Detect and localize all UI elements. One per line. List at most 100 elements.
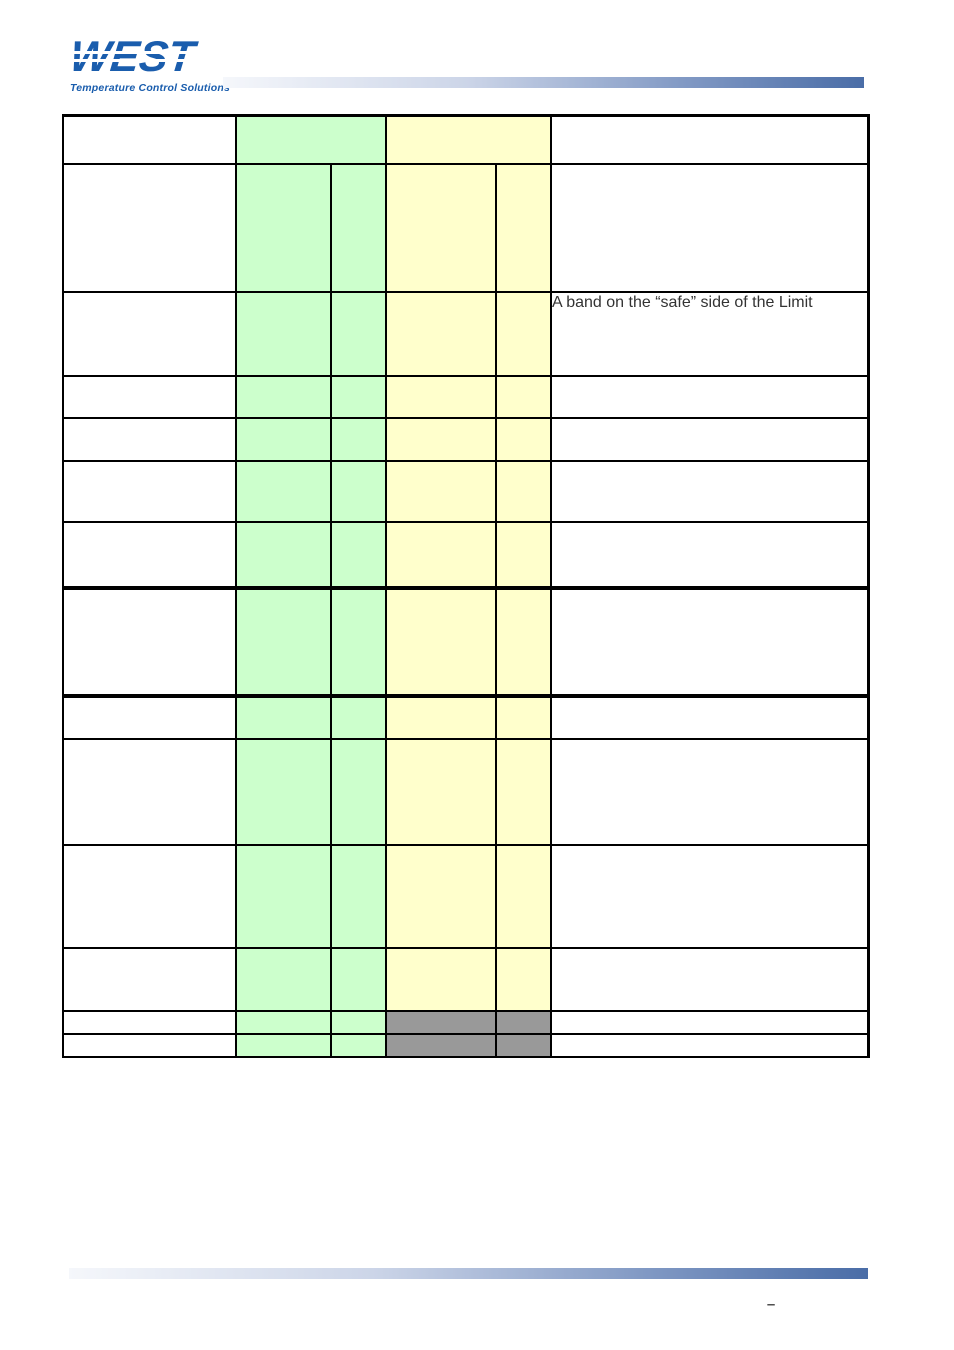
table-cell xyxy=(550,1009,869,1035)
table-cell xyxy=(550,416,869,462)
logo-tagline: Temperature Control Solutions xyxy=(70,82,231,94)
table-cell xyxy=(495,693,552,740)
table-cell xyxy=(385,520,497,589)
table-cell xyxy=(550,737,869,846)
table-cell xyxy=(235,459,332,523)
table-cell xyxy=(550,162,869,293)
table-row xyxy=(62,1032,869,1058)
table-cell xyxy=(235,416,332,462)
table-cell xyxy=(495,1009,552,1035)
table-cell xyxy=(62,416,237,462)
table-cell xyxy=(330,1009,387,1035)
table-cell xyxy=(495,1032,552,1058)
table-cell xyxy=(385,585,497,697)
table-row xyxy=(62,1009,869,1035)
table-cell xyxy=(62,737,237,846)
logo-stripe xyxy=(66,59,199,62)
table-cell xyxy=(62,585,237,697)
table-cell xyxy=(385,1032,497,1058)
table-cell xyxy=(385,416,497,462)
table-cell xyxy=(330,416,387,462)
table-cell xyxy=(495,585,552,697)
table-cell xyxy=(62,162,237,293)
table-cell xyxy=(330,585,387,697)
table-cell xyxy=(62,946,237,1012)
table-cell xyxy=(235,946,332,1012)
table-row xyxy=(62,737,869,846)
table-row xyxy=(62,520,869,589)
table-row xyxy=(62,693,869,740)
table-cell xyxy=(235,1032,332,1058)
table-cell xyxy=(62,520,237,589)
table-body: A band on the “safe” side of the Limit xyxy=(62,114,869,1058)
table-cell xyxy=(495,290,552,377)
table-cell xyxy=(550,459,869,523)
header-rule-bar xyxy=(223,77,864,88)
table-cell xyxy=(550,585,869,697)
table-cell xyxy=(385,946,497,1012)
table-row xyxy=(62,459,869,523)
table-cell xyxy=(330,520,387,589)
table-cell xyxy=(495,416,552,462)
table-cell xyxy=(550,693,869,740)
table-cell xyxy=(495,520,552,589)
table-cell xyxy=(495,737,552,846)
table-cell xyxy=(235,374,332,419)
table-cell xyxy=(62,1009,237,1035)
table-cell xyxy=(385,1009,497,1035)
table-cell xyxy=(235,693,332,740)
table-cell xyxy=(550,946,869,1012)
table-row xyxy=(62,946,869,1012)
table-cell xyxy=(330,1032,387,1058)
table-cell xyxy=(235,520,332,589)
table-cell xyxy=(235,737,332,846)
table-cell xyxy=(62,114,237,165)
table-cell xyxy=(62,1032,237,1058)
table-cell xyxy=(495,162,552,293)
table-cell xyxy=(495,843,552,949)
table-cell xyxy=(385,693,497,740)
brand-wordmark: WEST xyxy=(67,33,197,81)
table-header-row xyxy=(62,114,869,165)
table-row xyxy=(62,843,869,949)
table-cell xyxy=(385,114,552,165)
table-cell xyxy=(62,693,237,740)
table-cell xyxy=(550,374,869,419)
footer-rule-bar xyxy=(69,1268,868,1279)
table-cell: A band on the “safe” side of the Limit xyxy=(550,290,869,377)
table-cell xyxy=(495,374,552,419)
table-cell xyxy=(495,946,552,1012)
table-row xyxy=(62,416,869,462)
table-cell xyxy=(385,737,497,846)
table-cell xyxy=(235,1009,332,1035)
table-cell xyxy=(62,843,237,949)
table-row: A band on the “safe” side of the Limit xyxy=(62,290,869,377)
table-cell xyxy=(550,114,869,165)
table-cell xyxy=(330,162,387,293)
table-cell xyxy=(235,843,332,949)
table-cell xyxy=(235,162,332,293)
table-row xyxy=(62,162,869,293)
page-number-dash: – xyxy=(766,1296,776,1313)
table-cell xyxy=(235,585,332,697)
table-cell xyxy=(330,693,387,740)
table-cell xyxy=(495,459,552,523)
table-cell xyxy=(550,520,869,589)
table-cell xyxy=(235,114,387,165)
table-cell xyxy=(385,162,497,293)
table-cell xyxy=(235,290,332,377)
parameters-table: A band on the “safe” side of the Limit xyxy=(62,114,870,1058)
table-cell xyxy=(330,459,387,523)
table-row xyxy=(62,374,869,419)
table-cell xyxy=(550,1032,869,1058)
table-cell xyxy=(385,459,497,523)
table-cell xyxy=(330,843,387,949)
table-cell xyxy=(385,374,497,419)
table-row xyxy=(62,585,869,697)
table-cell xyxy=(62,290,237,377)
table-cell xyxy=(330,374,387,419)
table-cell xyxy=(330,946,387,1012)
table-cell xyxy=(330,737,387,846)
west-logo: WEST Temperature Control Solutions xyxy=(66,33,231,94)
table-cell xyxy=(385,843,497,949)
